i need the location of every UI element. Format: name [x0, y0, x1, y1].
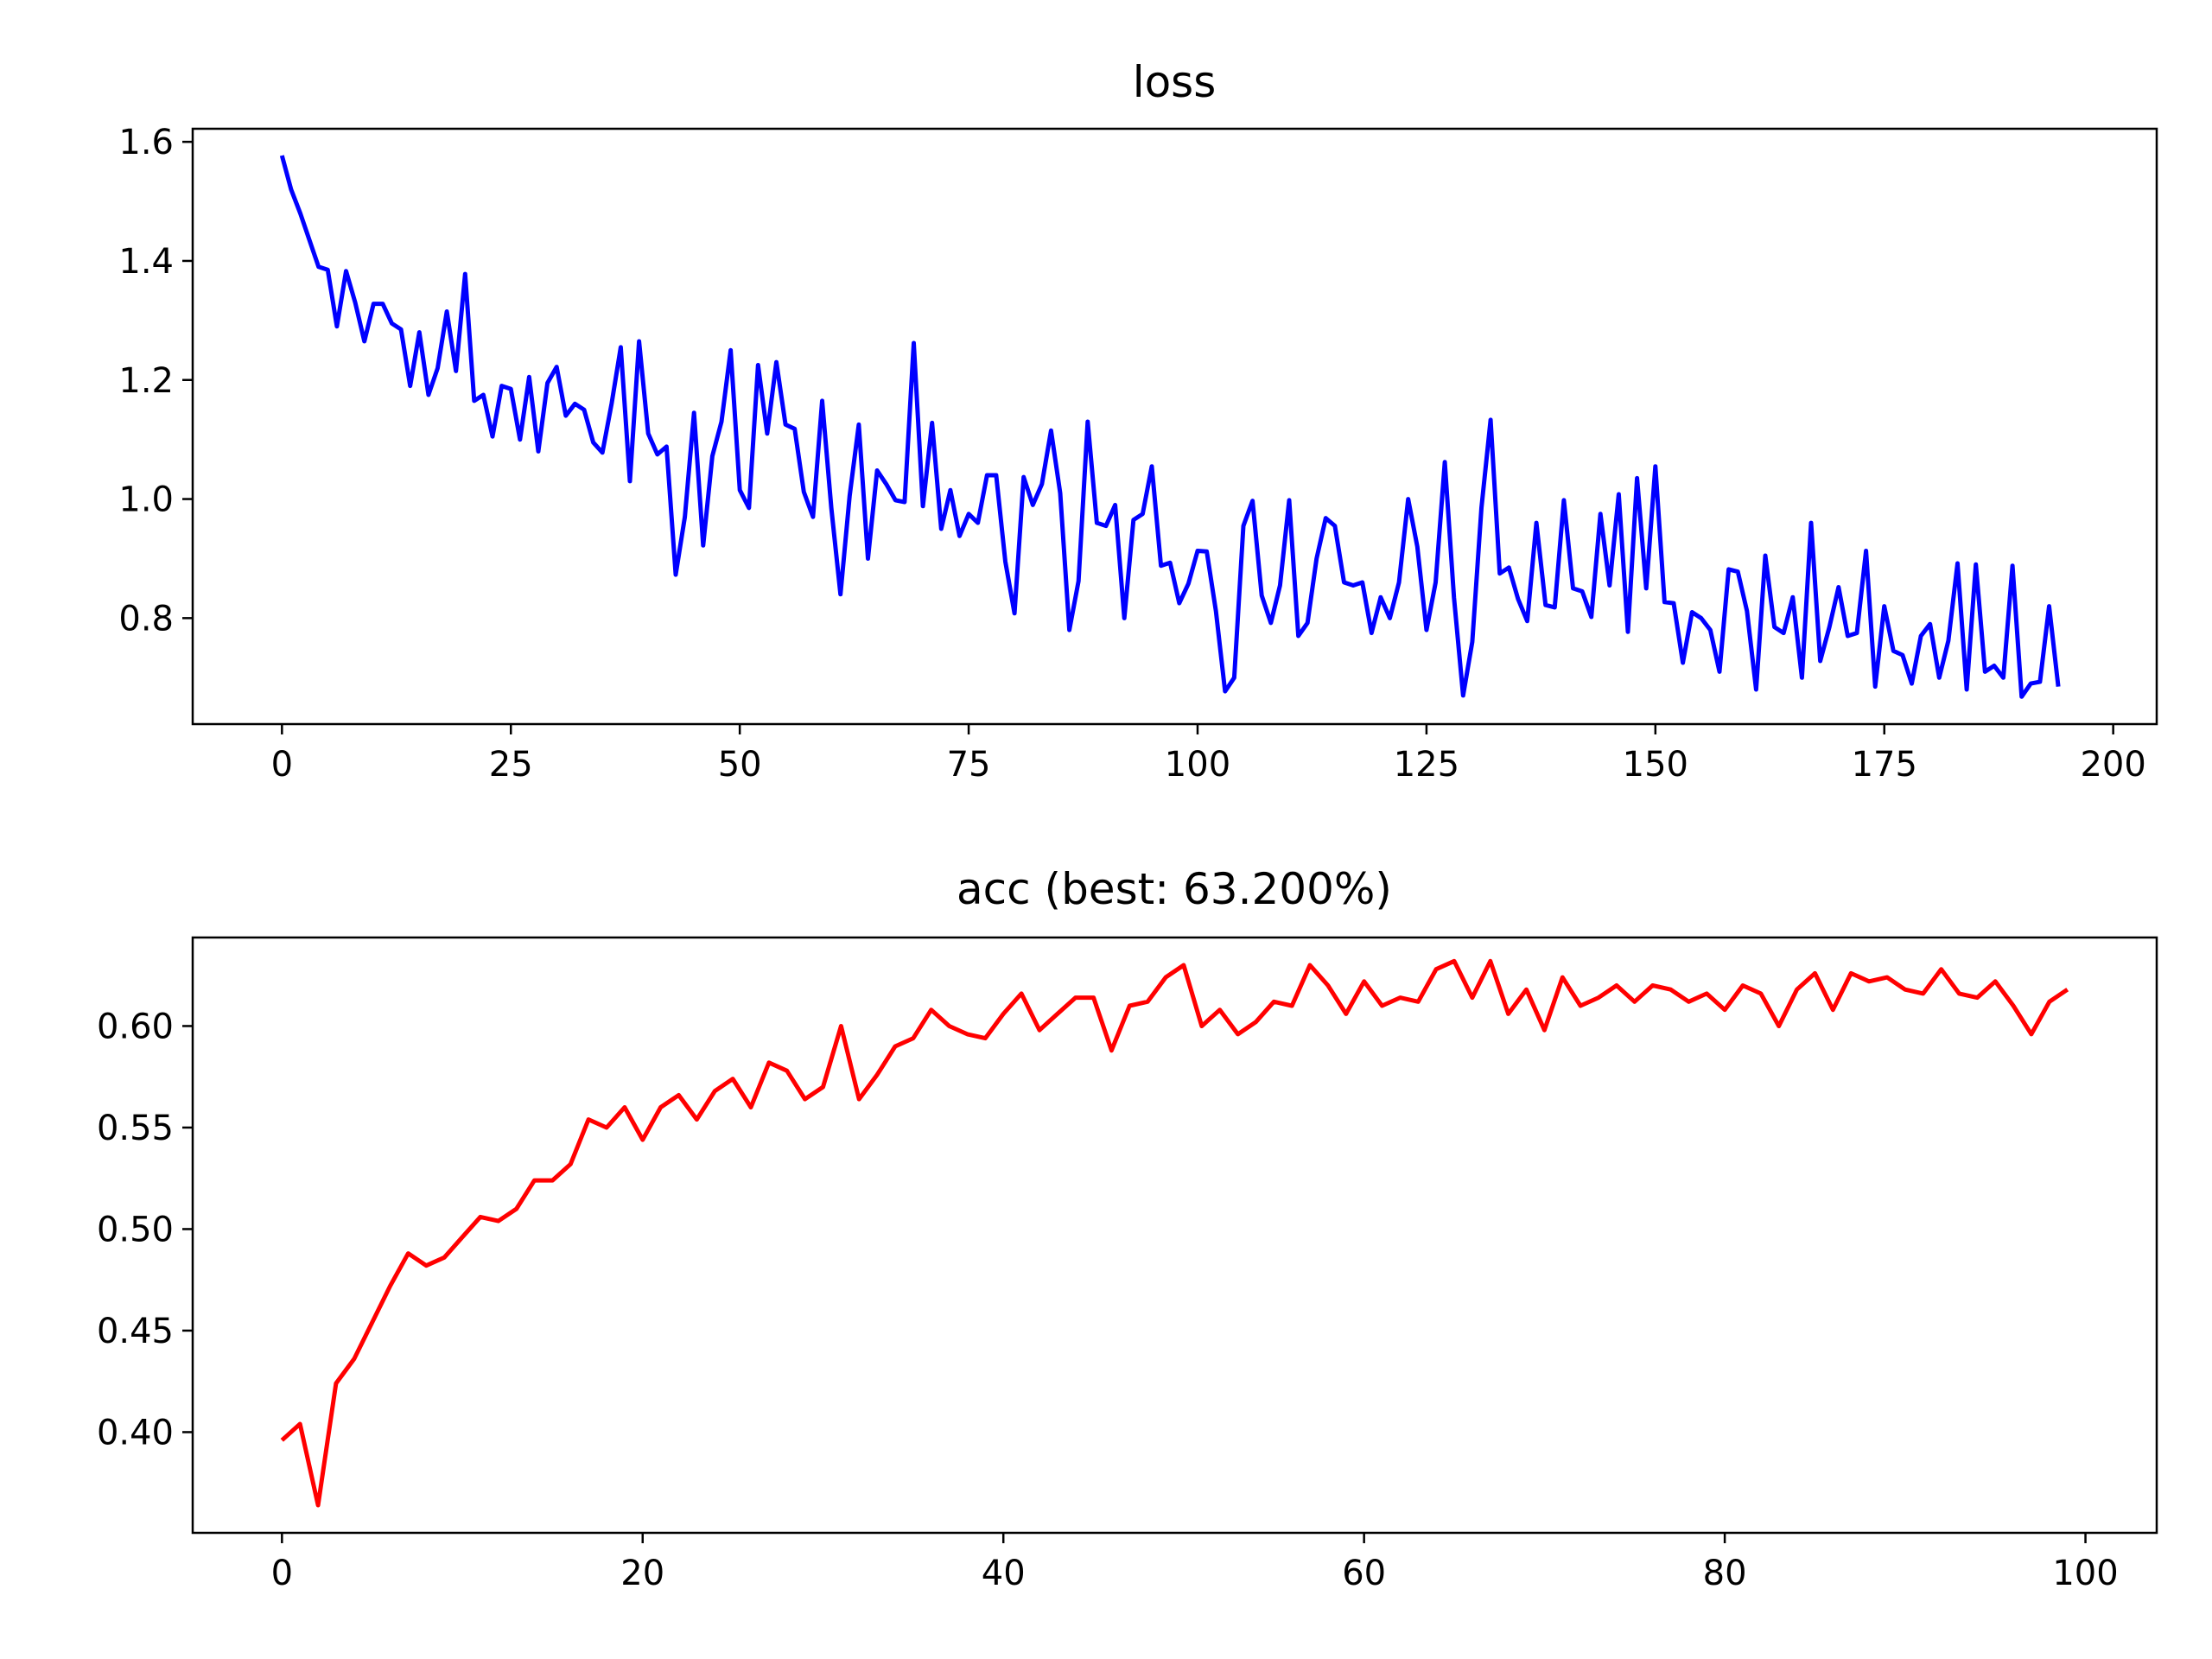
plot-frame — [191, 936, 2158, 1535]
y-tick-label: 0.55 — [97, 1109, 174, 1148]
y-tick-label: 1.0 — [118, 480, 174, 520]
y-tick-label: 1.4 — [118, 242, 174, 282]
x-tick-label: 100 — [2052, 1554, 2118, 1593]
loss-ticks: 0 25 50 75 100 125 150 175 200 0.8 1.0 1.2 1.4 1.6 — [118, 123, 2145, 785]
y-tick-label: 0.45 — [97, 1312, 174, 1351]
series-line-0 — [280, 958, 2069, 1508]
x-tick-label: 200 — [2080, 745, 2145, 785]
y-tick-label: 1.6 — [118, 123, 174, 162]
acc-chart: acc (best: 63.200%) 0 20 40 60 80 100 0.40 0.45… — [97, 864, 2158, 1593]
x-tick-label: 125 — [1394, 745, 1459, 785]
series-line-0 — [279, 155, 2061, 699]
x-tick-label: 175 — [1852, 745, 1917, 785]
x-tick-label: 50 — [718, 745, 762, 785]
chart-title: loss — [1133, 57, 1217, 107]
x-tick-label: 25 — [489, 745, 533, 785]
y-tick-label: 0.8 — [118, 599, 174, 639]
y-tick-label: 0.40 — [97, 1413, 174, 1452]
chart-title: acc (best: 63.200%) — [957, 864, 1392, 914]
x-tick-label: 0 — [271, 1554, 293, 1593]
plot-frame — [191, 127, 2158, 726]
acc-plot-area — [191, 936, 2158, 1535]
x-tick-label: 150 — [1623, 745, 1688, 785]
x-tick-label: 0 — [271, 745, 293, 785]
x-tick-label: 60 — [1342, 1554, 1386, 1593]
y-tick-label: 1.2 — [118, 361, 174, 401]
x-tick-label: 75 — [947, 745, 991, 785]
loss-plot-area — [191, 127, 2158, 726]
x-tick-label: 20 — [620, 1554, 664, 1593]
loss-chart: loss 0 25 50 75 100 125 150 175 200 0.8 1.0 1.2 1.4 1… — [118, 57, 2158, 785]
y-tick-label: 0.50 — [97, 1210, 174, 1249]
y-tick-label: 0.60 — [97, 1007, 174, 1046]
x-tick-label: 100 — [1165, 745, 1230, 785]
acc-ticks: 0 20 40 60 80 100 0.40 0.45 0.50 0.55 0.60 — [97, 1007, 2119, 1593]
x-tick-label: 80 — [1703, 1554, 1747, 1593]
x-tick-label: 40 — [982, 1554, 1026, 1593]
